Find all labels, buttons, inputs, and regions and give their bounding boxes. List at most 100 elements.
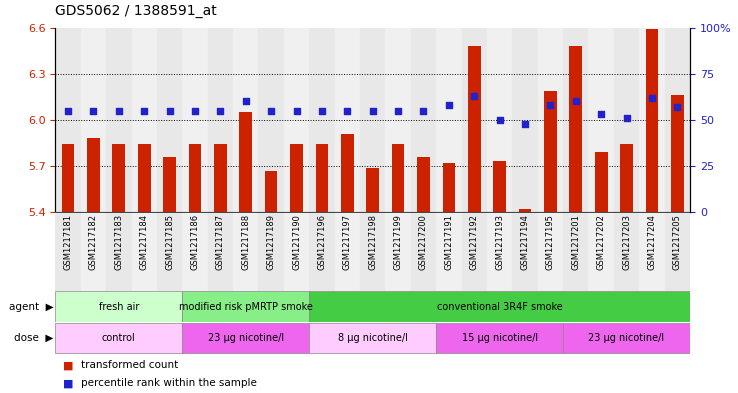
Text: agent  ▶: agent ▶ <box>10 301 54 312</box>
Point <box>443 102 455 108</box>
Bar <box>163 157 176 212</box>
Text: ■: ■ <box>63 378 73 388</box>
Text: GSM1217195: GSM1217195 <box>546 214 555 270</box>
Text: fresh air: fresh air <box>99 301 139 312</box>
Point <box>367 107 379 114</box>
Bar <box>334 28 360 212</box>
Bar <box>55 212 80 291</box>
Bar <box>182 292 309 321</box>
Point <box>342 107 354 114</box>
Bar <box>360 212 385 291</box>
Text: GSM1217193: GSM1217193 <box>495 214 504 270</box>
Bar <box>207 28 233 212</box>
Bar <box>487 28 512 212</box>
Bar <box>182 323 309 353</box>
Bar <box>493 162 506 212</box>
Bar <box>620 145 633 212</box>
Text: GSM1217203: GSM1217203 <box>622 214 631 270</box>
Bar <box>290 145 303 212</box>
Bar <box>334 212 360 291</box>
Bar <box>544 91 556 212</box>
Text: GSM1217196: GSM1217196 <box>317 214 326 270</box>
Bar <box>588 28 614 212</box>
Point <box>418 107 430 114</box>
Bar <box>588 212 614 291</box>
Text: GSM1217190: GSM1217190 <box>292 214 301 270</box>
Bar <box>309 323 436 353</box>
Text: GSM1217182: GSM1217182 <box>89 214 98 270</box>
Bar <box>309 28 334 212</box>
Bar <box>385 212 411 291</box>
Text: GSM1217181: GSM1217181 <box>63 214 72 270</box>
Point <box>646 95 658 101</box>
Bar <box>233 28 258 212</box>
Point <box>240 98 252 105</box>
Bar <box>563 212 588 291</box>
Point <box>265 107 277 114</box>
Bar <box>665 212 690 291</box>
Text: GSM1217184: GSM1217184 <box>139 214 148 270</box>
Bar <box>106 28 131 212</box>
Point <box>88 107 100 114</box>
Bar <box>392 145 404 212</box>
Point <box>392 107 404 114</box>
Bar <box>563 323 690 353</box>
Bar <box>182 28 207 212</box>
Text: GSM1217202: GSM1217202 <box>597 214 606 270</box>
Text: modified risk pMRTP smoke: modified risk pMRTP smoke <box>179 301 313 312</box>
Bar <box>157 28 182 212</box>
Point <box>164 107 176 114</box>
Bar <box>563 28 588 212</box>
Bar <box>106 212 131 291</box>
Point <box>113 107 125 114</box>
Text: GSM1217191: GSM1217191 <box>444 214 453 270</box>
Text: GSM1217200: GSM1217200 <box>419 214 428 270</box>
Bar <box>360 28 385 212</box>
Text: percentile rank within the sample: percentile rank within the sample <box>81 378 257 388</box>
Text: GSM1217204: GSM1217204 <box>647 214 656 270</box>
Bar <box>309 212 334 291</box>
Bar <box>258 212 284 291</box>
Text: 8 μg nicotine/l: 8 μg nicotine/l <box>338 333 407 343</box>
Text: GSM1217189: GSM1217189 <box>266 214 275 270</box>
Text: GSM1217187: GSM1217187 <box>216 214 225 270</box>
Text: GSM1217201: GSM1217201 <box>571 214 580 270</box>
Bar <box>570 46 582 212</box>
Bar <box>614 212 639 291</box>
Text: GSM1217198: GSM1217198 <box>368 214 377 270</box>
Bar <box>284 212 309 291</box>
Bar <box>55 323 182 353</box>
Bar <box>443 163 455 212</box>
Bar <box>265 171 277 212</box>
Bar <box>436 323 563 353</box>
Bar <box>55 28 80 212</box>
Text: 23 μg nicotine/l: 23 μg nicotine/l <box>588 333 665 343</box>
Text: GSM1217199: GSM1217199 <box>393 214 402 270</box>
Bar <box>646 29 658 212</box>
Bar <box>595 152 607 212</box>
Bar <box>157 212 182 291</box>
Bar <box>538 212 563 291</box>
Point <box>189 107 201 114</box>
Text: GSM1217194: GSM1217194 <box>520 214 529 270</box>
Bar <box>309 292 690 321</box>
Bar <box>614 28 639 212</box>
Text: GSM1217188: GSM1217188 <box>241 214 250 270</box>
Bar <box>131 212 157 291</box>
Point <box>519 120 531 127</box>
Bar <box>207 212 233 291</box>
Text: GSM1217185: GSM1217185 <box>165 214 174 270</box>
Text: 23 μg nicotine/l: 23 μg nicotine/l <box>207 333 284 343</box>
Point <box>138 107 150 114</box>
Text: 15 μg nicotine/l: 15 μg nicotine/l <box>461 333 538 343</box>
Bar <box>87 138 100 212</box>
Bar <box>538 28 563 212</box>
Bar <box>461 28 487 212</box>
Bar <box>436 28 461 212</box>
Point <box>316 107 328 114</box>
Bar <box>366 167 379 212</box>
Point <box>596 111 607 118</box>
Bar <box>341 134 354 212</box>
Point <box>62 107 74 114</box>
Bar <box>55 292 182 321</box>
